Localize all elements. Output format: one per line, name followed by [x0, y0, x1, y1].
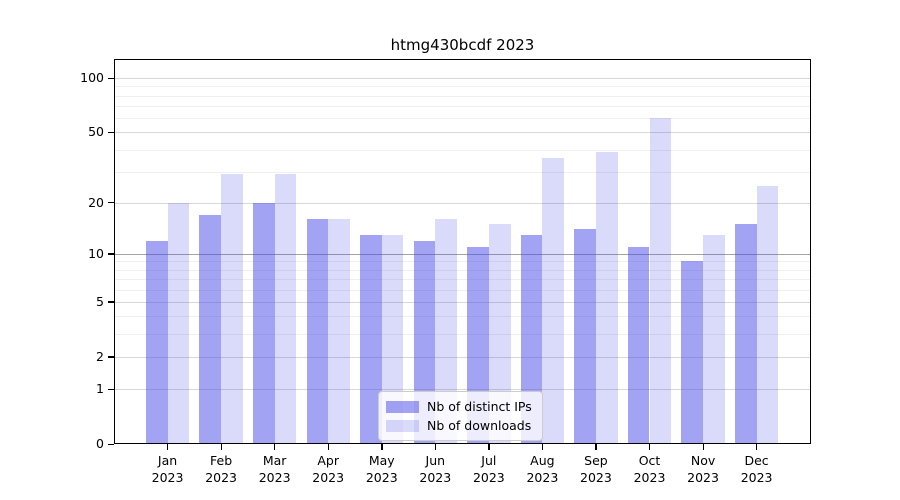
chart-title: htmg430bcdf 2023 [390, 36, 535, 54]
x-tick-label-jul: Jul 2023 [472, 453, 505, 485]
gridline-y-20 [114, 202, 811, 204]
gridline-minor-y-60 [114, 118, 811, 120]
legend-label-distinct-ips: Nb of distinct IPs [427, 399, 532, 414]
gridline-minor-y-8 [114, 269, 811, 271]
bar-nb-of-downloads-aug [542, 157, 565, 444]
gridline-y-10 [114, 253, 811, 255]
plot-area [114, 59, 811, 444]
x-tick-jun [434, 444, 437, 450]
x-tick-dec [756, 444, 758, 450]
bar-nb-of-distinct-ips-may [360, 234, 382, 444]
legend-swatch-downloads [386, 419, 419, 432]
x-tick-label-apr: Apr 2023 [312, 453, 345, 485]
y-tick-10 [108, 253, 114, 255]
x-tick-label-sep: Sep 2023 [580, 453, 612, 485]
y-tick-label-1: 1 [96, 381, 104, 397]
legend-label-downloads: Nb of downloads [427, 418, 532, 433]
x-tick-jan [167, 444, 169, 450]
y-tick-50 [108, 131, 114, 134]
bar-nb-of-distinct-ips-oct [627, 247, 650, 444]
gridline-minor-y-70 [114, 106, 811, 108]
bar-nb-of-downloads-sep [595, 151, 618, 444]
legend: Nb of distinct IPs Nb of downloads [378, 391, 543, 441]
x-tick-may [381, 444, 383, 450]
gridline-minor-y-80 [114, 95, 811, 97]
x-tick-label-jun: Jun 2023 [419, 453, 452, 485]
gridline-y-2 [114, 356, 811, 358]
bar-nb-of-downloads-nov [703, 234, 725, 444]
gridline-minor-y-90 [114, 86, 811, 88]
x-tick-label-aug: Aug 2023 [526, 453, 559, 485]
gridline-y-50 [114, 132, 811, 134]
gridline-minor-y-6 [114, 289, 811, 291]
legend-item-distinct-ips: Nb of distinct IPs [386, 399, 532, 414]
bar-nb-of-distinct-ips-dec [734, 224, 757, 444]
bar-nb-of-distinct-ips-feb [199, 214, 222, 444]
x-tick-label-nov: Nov 2023 [687, 453, 719, 485]
y-tick-label-5: 5 [96, 293, 104, 309]
x-tick-aug [541, 444, 544, 450]
bar-nb-of-distinct-ips-mar [252, 202, 275, 444]
bar-nb-of-downloads-feb [221, 174, 243, 444]
bar-nb-of-downloads-dec [756, 185, 779, 444]
y-tick-20 [108, 202, 114, 204]
y-tick-label-2: 2 [96, 348, 104, 364]
x-tick-label-may: May 2023 [365, 453, 398, 485]
y-tick-2 [108, 356, 114, 358]
bar-nb-of-downloads-oct [649, 118, 672, 444]
x-tick-jul [488, 444, 490, 450]
y-tick-label-20: 20 [88, 194, 104, 210]
gridline-y-5 [114, 301, 811, 303]
bar-nb-of-downloads-jun [435, 219, 457, 444]
gridline-minor-y-30 [114, 171, 811, 173]
y-tick-1 [108, 388, 114, 390]
bar-nb-of-downloads-mar [274, 174, 297, 444]
gridline-minor-y-3 [114, 334, 811, 336]
x-tick-feb [220, 444, 222, 450]
bar-nb-of-distinct-ips-apr [306, 219, 329, 444]
legend-item-downloads: Nb of downloads [386, 418, 532, 433]
legend-swatch-distinct-ips [386, 400, 419, 413]
y-tick-label-50: 50 [88, 124, 104, 140]
gridline-y-100 [114, 78, 811, 80]
x-tick-label-feb: Feb 2023 [205, 453, 237, 485]
bar-nb-of-distinct-ips-jan [145, 240, 168, 444]
bar-nb-of-distinct-ips-nov [681, 261, 704, 444]
bar-nb-of-distinct-ips-sep [574, 229, 596, 444]
gridline-minor-y-40 [114, 149, 811, 151]
x-tick-label-dec: Dec 2023 [740, 453, 773, 485]
x-tick-label-jan: Jan 2023 [151, 453, 184, 485]
x-tick-nov [702, 444, 704, 450]
x-tick-sep [595, 444, 597, 450]
y-tick-0 [108, 443, 114, 445]
y-tick-5 [108, 301, 114, 303]
y-tick-label-0: 0 [96, 436, 104, 451]
x-tick-label-mar: Mar 2023 [258, 453, 291, 485]
gridline-minor-y-7 [114, 279, 811, 281]
x-tick-label-oct: Oct 2023 [633, 453, 666, 485]
gridline-minor-y-9 [114, 261, 811, 263]
bar-nb-of-downloads-apr [328, 219, 350, 444]
y-tick-label-10: 10 [88, 245, 104, 261]
x-tick-apr [327, 444, 329, 450]
x-tick-oct [649, 444, 651, 450]
gridline-minor-y-4 [114, 316, 811, 318]
bar-nb-of-downloads-jan [167, 202, 190, 444]
x-tick-mar [274, 444, 276, 450]
y-tick-label-100: 100 [80, 70, 104, 86]
y-tick-100 [108, 77, 114, 79]
gridline-y-1 [114, 389, 811, 391]
bar-nb-of-downloads-jul [488, 224, 511, 444]
